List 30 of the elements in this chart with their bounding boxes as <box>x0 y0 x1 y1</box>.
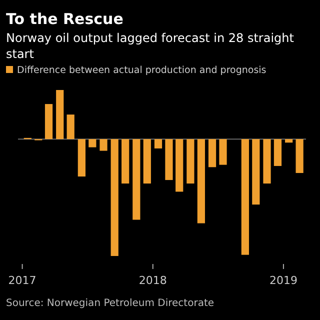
bar <box>263 139 271 184</box>
legend-label: Difference between actual production and prognosis <box>17 65 266 76</box>
bar <box>44 104 53 140</box>
bar <box>197 139 205 224</box>
bar <box>66 114 74 140</box>
bar <box>78 139 86 177</box>
bar <box>143 139 151 184</box>
bar <box>241 139 249 255</box>
bar <box>296 139 304 173</box>
bar <box>154 139 162 148</box>
bar <box>165 139 173 180</box>
bar <box>219 139 227 165</box>
x-tick-label: 2019 <box>269 274 298 287</box>
bar <box>122 139 130 184</box>
bar <box>208 139 216 168</box>
x-tick-label: 2018 <box>138 274 167 287</box>
bar <box>186 139 194 184</box>
bar <box>100 139 108 151</box>
bar <box>285 139 293 143</box>
chart-subtitle: Norway oil output lagged forecast in 28 straight start <box>6 31 294 61</box>
bar <box>252 139 260 205</box>
x-tick-label: 2017 <box>8 274 36 287</box>
bar <box>110 139 118 256</box>
bar <box>176 139 184 192</box>
source-note: Source: Norwegian Petroleum Directorate <box>6 298 214 309</box>
bar <box>88 139 96 148</box>
bar <box>56 90 64 140</box>
chart-title: To the Rescue <box>6 10 124 28</box>
bar <box>274 139 282 166</box>
bar <box>132 139 140 220</box>
